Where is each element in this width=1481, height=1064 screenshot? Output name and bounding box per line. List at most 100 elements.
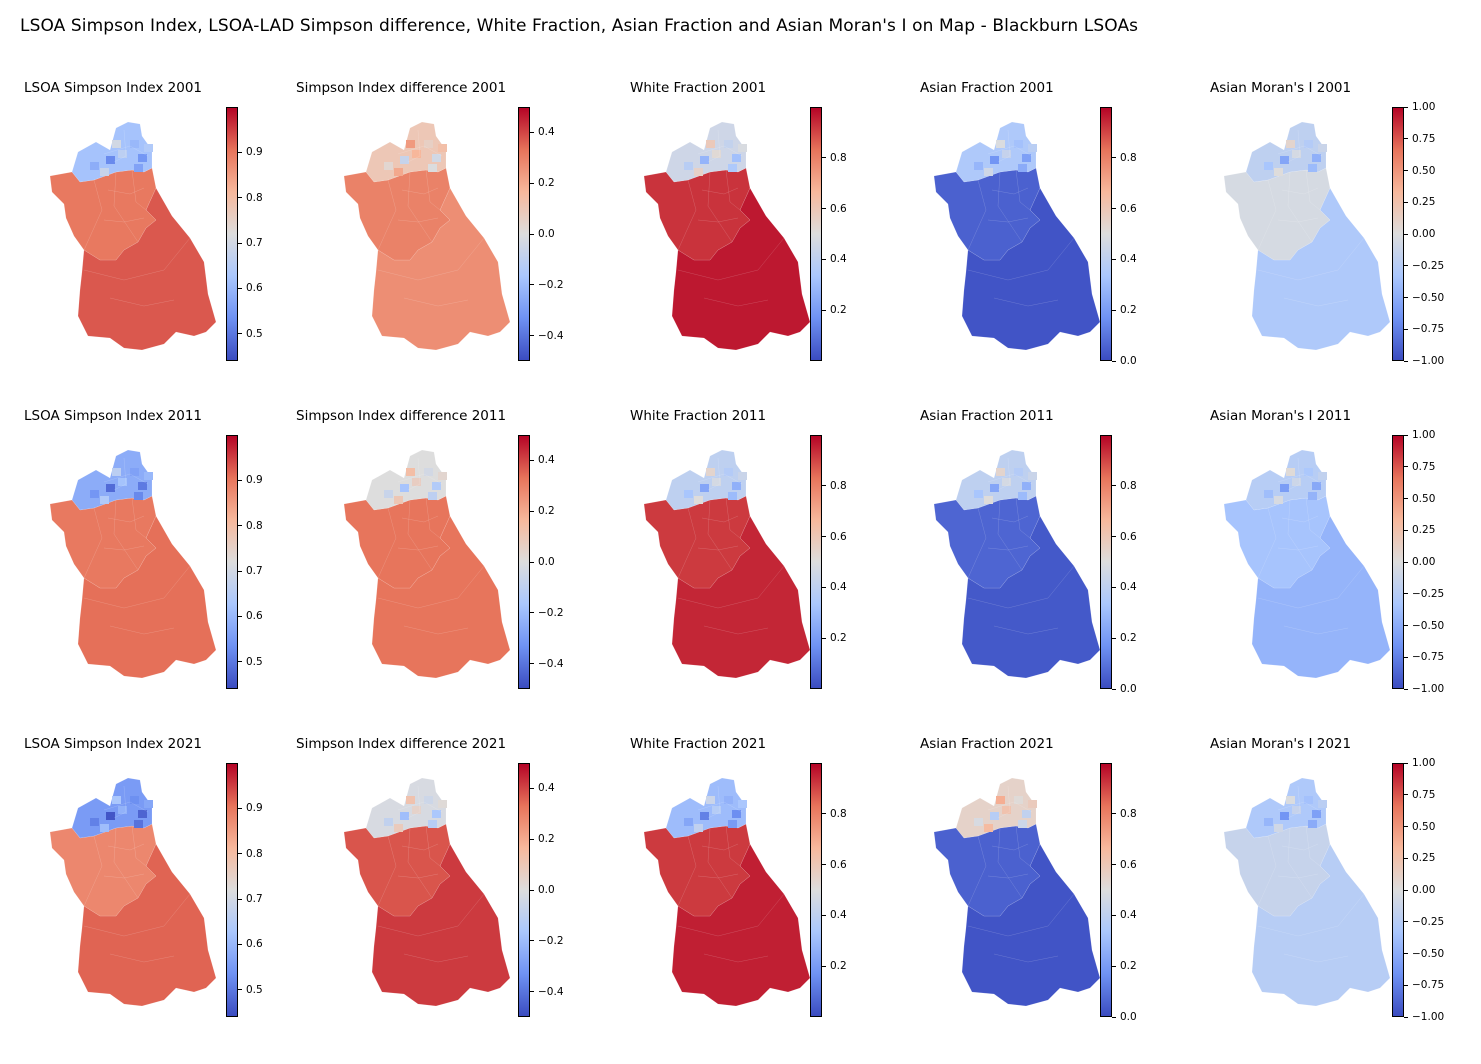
lsoa-boundary [1305,825,1321,867]
lsoa-boundary [967,835,987,907]
lsoa-cell [416,818,425,826]
colorbar-tick-label: 0.4 [830,581,847,594]
lsoa-boundary [997,171,1023,243]
lsoa-boundary [1287,785,1301,819]
lsoa-cell [684,818,693,826]
colorbar-tick-label: −0.4 [538,657,564,670]
colorbar-tick-mark [1404,984,1408,986]
colorbar-tick-mark [822,965,826,967]
colorbar-tick-mark [238,525,242,527]
lsoa-cell [1264,162,1273,170]
panel-title: Simpson Index difference 2011 [296,408,507,424]
colorbar-tick-mark [822,586,826,588]
colorbar-tick-mark [822,208,826,210]
lsoa-cell [1028,472,1037,480]
lsoa-boundary [987,473,1033,485]
lsoa-boundary [377,893,485,937]
lsoa-boundary [407,457,421,491]
choropleth-map [933,121,1101,351]
lsoa-cell [1264,818,1273,826]
lsoa-cell [1296,490,1305,498]
colorbar-tick-mark [1404,360,1408,362]
lsoa-cell [1002,806,1011,814]
lsoa-cell [106,156,115,164]
map-panel: Asian Fraction 2011 0.0 0.2 0.4 0.6 0.8 [920,408,1212,736]
lsoa-cell [112,796,121,804]
colorbar-tick-label: 0.7 [246,893,263,906]
lsoa-boundary [1287,827,1313,899]
choropleth-map [49,121,217,351]
lsoa-cell [732,810,741,818]
lsoa-boundary [109,625,175,635]
lsoa-boundary [703,625,769,635]
lsoa-boundary [107,843,145,851]
colorbar-tick-mark [238,943,242,945]
lsoa-boundary [997,827,1023,899]
lsoa-boundary [697,473,743,485]
lsoa-cell [1286,796,1295,804]
lsoa-cell [984,168,993,176]
colorbar-tick-mark [1404,498,1408,499]
lsoa-cell [100,168,109,176]
lsoa-cell [1006,490,1015,498]
colorbar-tick-label: −0.25 [1412,587,1445,600]
lsoa-cell [416,490,425,498]
colorbar-tick-label: 0.50 [1412,820,1436,833]
map-panel: Simpson Index difference 2011 −0.4 −0.2 0.0… [296,408,588,736]
lsoa-cell [1274,168,1283,176]
colorbar-tick-mark [1112,586,1116,588]
lsoa-cell [738,472,747,480]
colorbar-tick-label: 0.8 [1120,479,1137,492]
lsoa-boundary [377,237,485,281]
lsoa-boundary [131,169,147,211]
lsoa-boundary [425,825,441,867]
colorbar-tick-label: 0.8 [830,479,847,492]
map-panel: Simpson Index difference 2021 −0.4 −0.2 0.0… [296,736,588,1064]
colorbar-tick-mark [1404,328,1408,330]
colorbar-tick-mark [530,459,534,461]
colorbar-tick-mark [1404,297,1408,298]
lsoa-boundary [109,953,175,963]
colorbar-tick-mark [1404,857,1408,859]
colorbar-tick-label: −0.50 [1412,619,1445,632]
lsoa-boundary [707,129,721,163]
lsoa-cell [1002,150,1011,158]
colorbar-tick-mark [1404,529,1408,531]
colorbar-tick-mark [1404,656,1408,658]
colorbar-tick-mark [238,807,242,809]
lsoa-boundary [993,953,1059,963]
colorbar-tick-label: 0.0 [538,556,555,568]
colorbar-tick-label: 0.5 [246,655,263,668]
lsoa-boundary [113,129,127,163]
lsoa-cell [1018,164,1027,172]
panel-title: White Fraction 2011 [630,408,767,424]
lsoa-cell [1274,824,1283,832]
panel-title: Asian Fraction 2011 [920,408,1054,424]
panel-title: Asian Fraction 2001 [920,80,1054,96]
lsoa-cell [1018,492,1027,500]
map-panel: LSOA Simpson Index 2011 0.5 0.6 0.7 0.8 0.9 [20,408,312,736]
colorbar-tick-label: 0.2 [538,177,555,190]
lsoa-cell [724,796,733,804]
lsoa-boundary [1277,217,1319,223]
lsoa-cell [138,810,147,818]
colorbar-tick-label: 0.4 [1120,909,1137,922]
lsoa-boundary [1257,565,1365,609]
lsoa-cell [1028,144,1037,152]
lsoa-cell [144,144,153,152]
colorbar-tick-label: 0.8 [830,807,847,820]
colorbar-tick-label: 1.00 [1412,429,1436,441]
lsoa-boundary [703,953,769,963]
colorbar-tick-label: −1.00 [1412,355,1445,367]
lsoa-cell [1286,140,1295,148]
lsoa-cell [984,824,993,832]
lsoa-cell [1286,468,1295,476]
colorbar-tick-label: −0.75 [1412,651,1445,664]
colorbar-tick-mark [238,197,242,199]
colorbar-tick-mark [1112,914,1116,916]
lsoa-boundary [1305,497,1321,539]
lsoa-cell [134,492,143,500]
lsoa-cell [1308,820,1317,828]
lsoa-cell [1022,154,1031,162]
lsoa-cell [974,162,983,170]
